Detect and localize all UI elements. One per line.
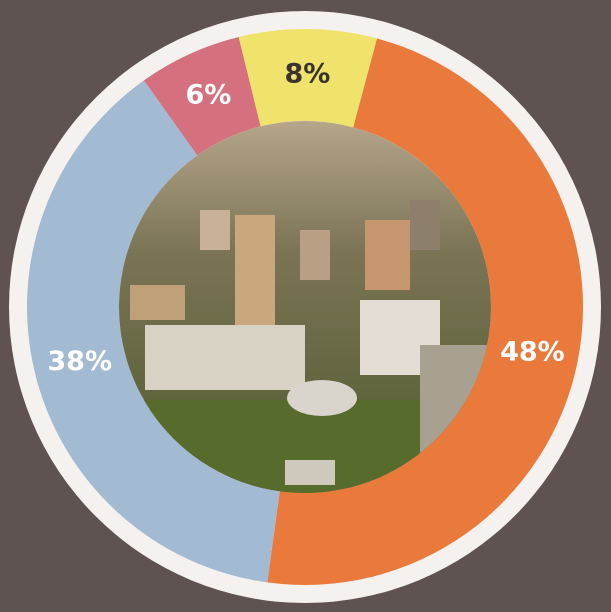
donut-slice xyxy=(267,38,583,586)
value-label: 38% xyxy=(47,346,112,377)
donut-slice xyxy=(143,37,261,156)
value-label: 8% xyxy=(285,59,331,90)
slices xyxy=(27,29,583,586)
labels: 48% 38% 6% 8% xyxy=(47,59,564,377)
donut-slice xyxy=(238,29,377,128)
value-label: 6% xyxy=(186,80,232,111)
donut-slice xyxy=(27,80,280,583)
value-label: 48% xyxy=(500,336,565,367)
